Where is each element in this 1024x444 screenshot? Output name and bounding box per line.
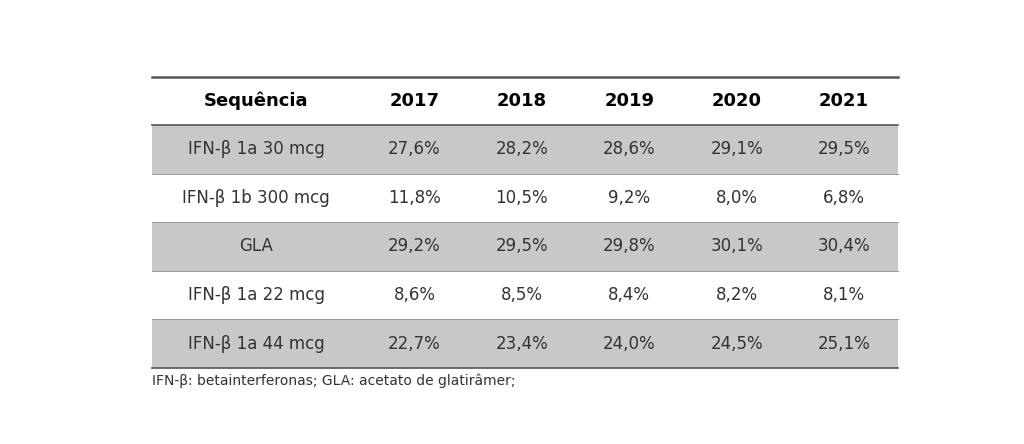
Text: 10,5%: 10,5% xyxy=(496,189,548,207)
Text: 28,6%: 28,6% xyxy=(603,140,655,159)
Text: 8,2%: 8,2% xyxy=(716,286,758,304)
Text: 11,8%: 11,8% xyxy=(388,189,440,207)
Text: 9,2%: 9,2% xyxy=(608,189,650,207)
Text: 22,7%: 22,7% xyxy=(388,334,440,353)
Text: 23,4%: 23,4% xyxy=(496,334,548,353)
Text: IFN-β 1a 44 mcg: IFN-β 1a 44 mcg xyxy=(187,334,325,353)
Text: 2021: 2021 xyxy=(819,92,869,110)
Text: Sequência: Sequência xyxy=(204,92,308,111)
Text: 29,2%: 29,2% xyxy=(388,238,440,255)
Text: IFN-β 1b 300 mcg: IFN-β 1b 300 mcg xyxy=(182,189,330,207)
Text: IFN-β 1a 30 mcg: IFN-β 1a 30 mcg xyxy=(187,140,325,159)
Text: 2017: 2017 xyxy=(389,92,439,110)
Text: 30,1%: 30,1% xyxy=(711,238,763,255)
Text: 27,6%: 27,6% xyxy=(388,140,440,159)
Text: 30,4%: 30,4% xyxy=(818,238,870,255)
Text: 2020: 2020 xyxy=(712,92,762,110)
Text: 24,0%: 24,0% xyxy=(603,334,655,353)
Text: 2018: 2018 xyxy=(497,92,547,110)
Text: 8,5%: 8,5% xyxy=(501,286,543,304)
Text: 24,5%: 24,5% xyxy=(711,334,763,353)
Text: 29,5%: 29,5% xyxy=(496,238,548,255)
Text: 29,5%: 29,5% xyxy=(818,140,870,159)
Text: IFN-β: betainterferonas; GLA: acetato de glatirâmer;: IFN-β: betainterferonas; GLA: acetato de… xyxy=(152,374,515,388)
Text: 28,2%: 28,2% xyxy=(496,140,548,159)
Text: GLA: GLA xyxy=(240,238,273,255)
Text: 29,1%: 29,1% xyxy=(711,140,763,159)
Text: 6,8%: 6,8% xyxy=(823,189,865,207)
Text: IFN-β 1a 22 mcg: IFN-β 1a 22 mcg xyxy=(187,286,325,304)
Bar xyxy=(152,222,898,271)
Text: 25,1%: 25,1% xyxy=(818,334,870,353)
Text: 8,0%: 8,0% xyxy=(716,189,758,207)
Text: 8,4%: 8,4% xyxy=(608,286,650,304)
Text: 8,6%: 8,6% xyxy=(393,286,435,304)
Bar xyxy=(152,125,898,174)
Text: 2019: 2019 xyxy=(604,92,654,110)
Text: 29,8%: 29,8% xyxy=(603,238,655,255)
Text: 8,1%: 8,1% xyxy=(823,286,865,304)
Bar xyxy=(152,319,898,368)
